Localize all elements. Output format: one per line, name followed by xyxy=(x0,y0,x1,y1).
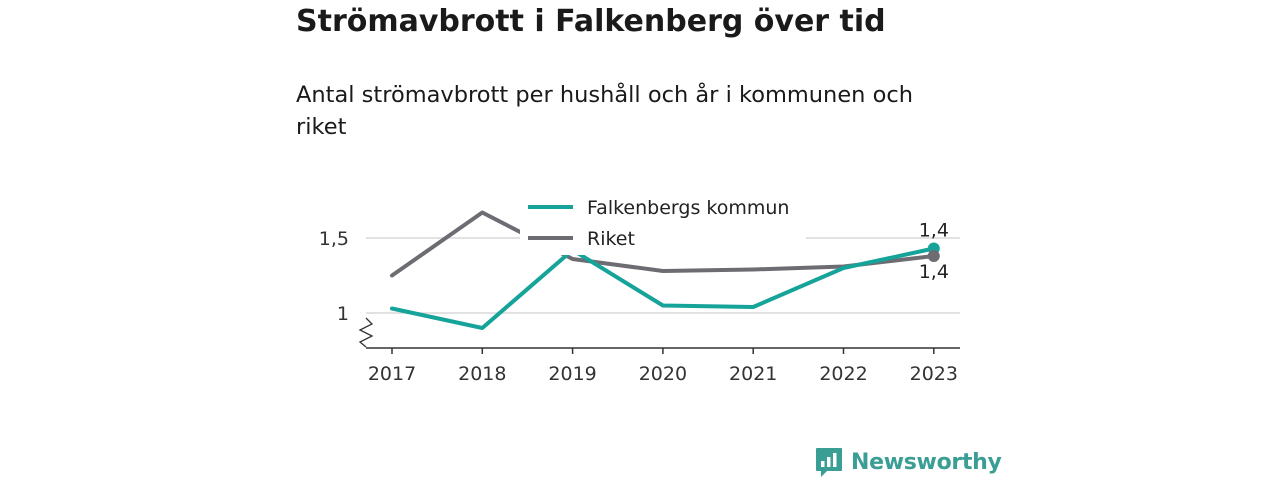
x-tick-label-6: 2023 xyxy=(910,363,958,385)
end-label-1: 1,4 xyxy=(919,261,949,283)
x-axis: 2017 2018 2019 2020 2021 2022 2023 xyxy=(358,317,960,385)
end-labels: 1,4 1,4 xyxy=(919,220,949,284)
x-tick-label-2: 2019 xyxy=(548,363,596,385)
x-tick-label-4: 2021 xyxy=(729,363,777,385)
series-line-0 xyxy=(390,246,936,330)
x-tick-label-3: 2020 xyxy=(639,363,687,385)
chart-subtitle: Antal strömavbrott per hushåll och år i … xyxy=(296,82,913,140)
x-tick-label-5: 2022 xyxy=(819,363,867,385)
end-label-0: 1,4 xyxy=(919,220,949,242)
newsworthy-bar-chart-icon xyxy=(816,448,842,477)
chart-title: Strömavbrott i Falkenberg över tid xyxy=(296,4,886,39)
axis-break-icon xyxy=(358,317,374,348)
legend: Falkenbergs kommun Riket xyxy=(520,193,806,255)
legend-label-1: Riket xyxy=(587,228,635,250)
x-tick-label-0: 2017 xyxy=(368,363,416,385)
y-tick-label-0: 1 xyxy=(337,303,349,325)
legend-background xyxy=(520,193,806,255)
series-lines xyxy=(390,210,936,330)
y-tick-label-1: 1,5 xyxy=(319,228,349,250)
newsworthy-logo: Newsworthy xyxy=(815,445,1002,479)
end-point-1 xyxy=(927,250,940,262)
gridlines: 11,5 xyxy=(319,228,960,325)
brand-name: Newsworthy xyxy=(851,449,1002,475)
x-tick-label-1: 2018 xyxy=(458,363,506,385)
legend-label-0: Falkenbergs kommun xyxy=(587,197,789,219)
